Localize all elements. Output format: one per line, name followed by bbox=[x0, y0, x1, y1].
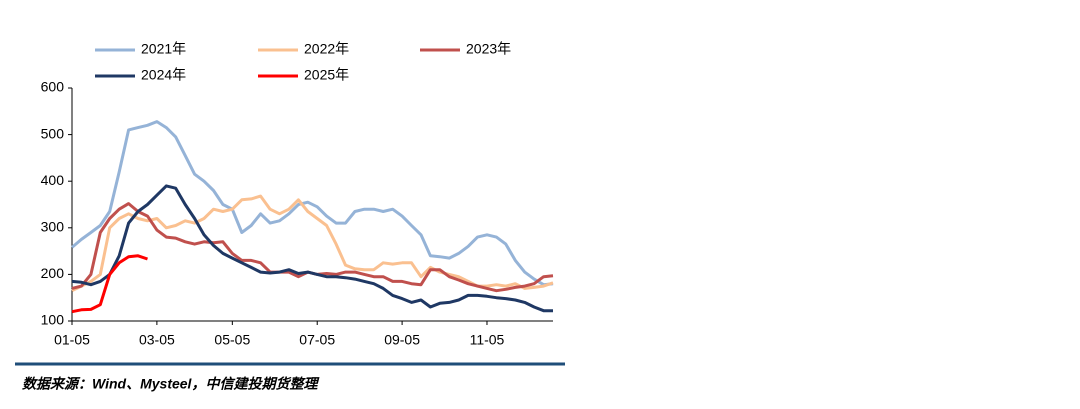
x-tick-label: 07-05 bbox=[299, 332, 335, 348]
y-tick-label: 400 bbox=[41, 172, 65, 188]
y-tick-label: 600 bbox=[41, 79, 65, 95]
series-line bbox=[71, 184, 553, 313]
x-tick-label: 01-05 bbox=[54, 332, 90, 348]
series-line bbox=[71, 120, 554, 287]
legend-label: 2022年 bbox=[304, 41, 349, 57]
y-tick-label: 500 bbox=[41, 125, 65, 141]
legend-label: 2024年 bbox=[141, 67, 186, 83]
series-line bbox=[71, 194, 554, 293]
x-tick-label: 11-05 bbox=[470, 332, 505, 348]
source-note: 数据来源：Wind、Mysteel，中信建投期货整理 bbox=[22, 376, 319, 392]
legend-label: 2021年 bbox=[141, 41, 186, 57]
x-tick-label: 03-05 bbox=[139, 332, 175, 348]
y-tick-label: 300 bbox=[41, 219, 65, 235]
x-tick-label: 05-05 bbox=[214, 332, 250, 348]
y-tick-label: 200 bbox=[41, 265, 65, 281]
x-tick-label: 09-05 bbox=[384, 332, 420, 348]
legend-label: 2023年 bbox=[466, 41, 511, 57]
y-tick-label: 100 bbox=[41, 312, 65, 328]
series-line bbox=[71, 254, 148, 314]
legend-label: 2025年 bbox=[304, 67, 349, 83]
